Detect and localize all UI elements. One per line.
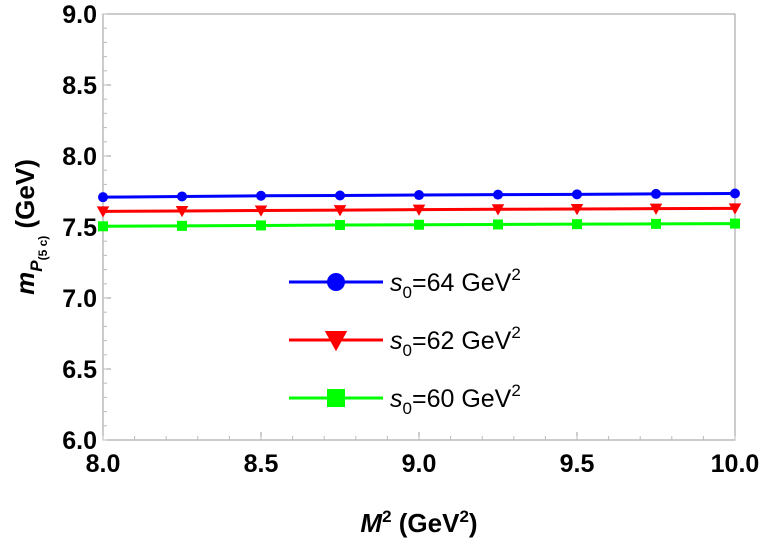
data-point [254, 205, 268, 217]
data-point [651, 218, 661, 229]
data-point [96, 206, 110, 218]
series-0 [98, 188, 740, 203]
x-tick-label: 10.0 [711, 450, 760, 478]
legend-swatch-marker [327, 389, 345, 407]
data-point [491, 204, 505, 216]
data-point [335, 190, 345, 201]
data-point [256, 190, 266, 201]
legend: s0=64 GeV2 s0=62 GeV2 s0=60 GeV2 [289, 265, 521, 418]
data-point [412, 204, 426, 216]
x-tick-label: 9.5 [560, 450, 595, 478]
data-point [98, 221, 108, 232]
data-point [572, 219, 582, 230]
data-point [177, 191, 187, 202]
x-axis-title: M2 (GeV2) [360, 507, 477, 538]
y-tick-label: 6.5 [62, 356, 97, 384]
legend-label: s0=62 GeV2 [390, 323, 521, 360]
y-tick-label: 7.5 [62, 214, 97, 242]
ticks: 8.0 8.5 9.0 9.5 10.0 6.0 6.5 7.0 7.5 8.0 8.5 9.0 [62, 1, 759, 478]
data-point [730, 218, 740, 229]
y-tick-label: 8.5 [62, 72, 97, 100]
data-point [414, 219, 424, 230]
legend-label: s0=60 GeV2 [390, 381, 521, 418]
data-point [256, 220, 266, 231]
legend-swatch-marker [324, 331, 348, 352]
data-point [570, 203, 584, 216]
data-point [333, 205, 347, 217]
legend-entry: s0=60 GeV2 [289, 381, 521, 418]
data-point [98, 192, 108, 203]
data-point [730, 188, 740, 199]
legend-entry: s0=62 GeV2 [289, 323, 521, 360]
series-1 [96, 203, 742, 218]
series-layer [96, 188, 742, 232]
legend-swatch-marker [327, 273, 345, 291]
data-point [572, 189, 582, 200]
data-point [493, 189, 503, 200]
data-point [335, 220, 345, 231]
data-point [649, 203, 663, 215]
data-point [493, 219, 503, 230]
data-point [177, 220, 187, 231]
y-axis-title: mP(5 c) (GeV) [10, 159, 50, 295]
data-point [175, 205, 189, 218]
data-point [651, 188, 661, 199]
y-tick-label: 9.0 [62, 1, 97, 29]
y-tick-label: 6.0 [62, 427, 97, 455]
y-tick-label: 7.0 [62, 285, 97, 313]
x-tick-label: 8.5 [244, 450, 279, 478]
x-tick-label: 8.0 [86, 450, 121, 478]
legend-entry: s0=64 GeV2 [289, 265, 521, 302]
x-tick-label: 9.0 [402, 450, 437, 478]
series-2 [98, 218, 740, 232]
legend-label: s0=64 GeV2 [390, 265, 521, 302]
y-tick-label: 8.0 [62, 143, 97, 171]
data-point [728, 203, 742, 215]
data-point [414, 190, 424, 201]
